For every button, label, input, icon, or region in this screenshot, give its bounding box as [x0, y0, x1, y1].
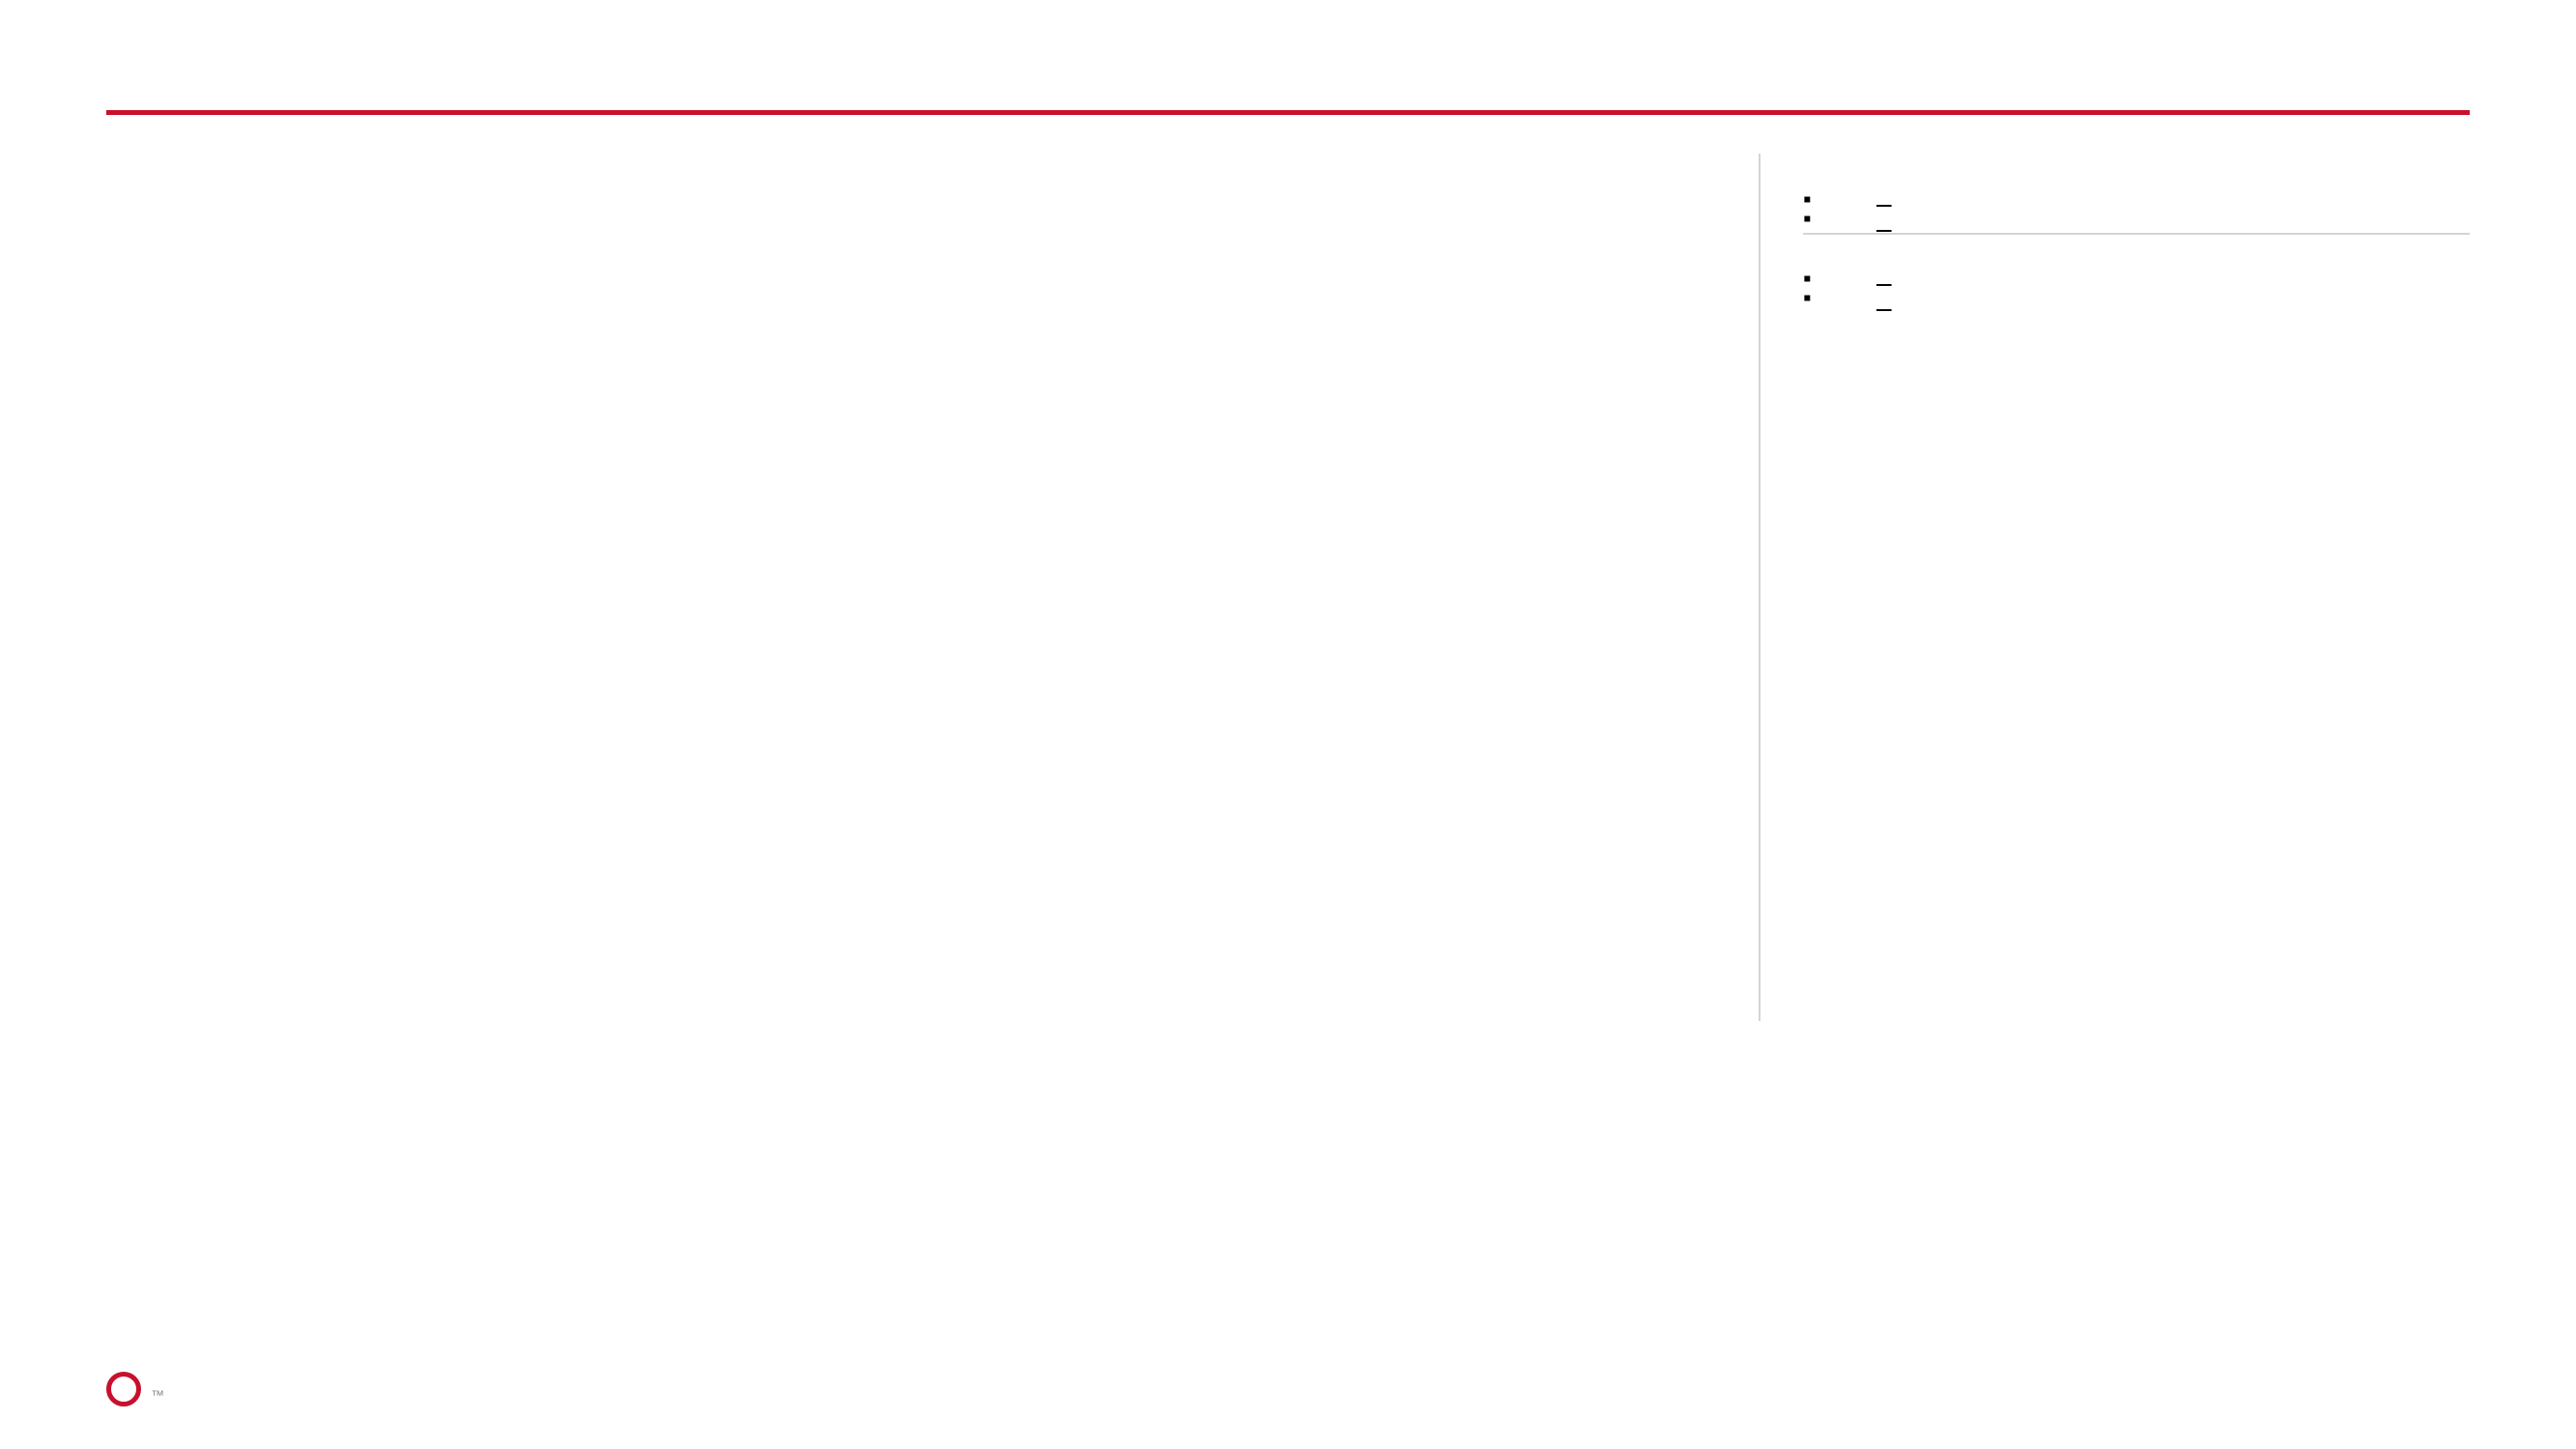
footer: ™	[106, 1372, 184, 1406]
slide: ™	[0, 0, 2576, 1449]
logo-o-icon	[106, 1372, 141, 1406]
spacer	[1803, 183, 2470, 202]
chart-column	[106, 154, 1730, 1021]
sidebar	[1759, 154, 2470, 1021]
fy-list	[1803, 262, 2470, 281]
chart-frame	[106, 171, 1730, 1021]
q4-list	[1803, 183, 2470, 202]
logo-tm: ™	[151, 1387, 164, 1403]
title-rule	[106, 110, 2470, 115]
spacer	[1803, 262, 2470, 281]
content-row	[106, 154, 2470, 1021]
sidebar-divider	[1803, 233, 2470, 235]
logo: ™	[106, 1372, 164, 1406]
chart-plot-area	[193, 171, 1662, 973]
